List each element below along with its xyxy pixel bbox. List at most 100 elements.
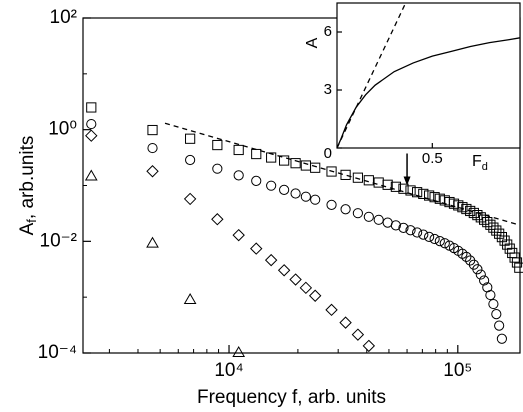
circle-marker — [290, 188, 301, 199]
circle-marker — [398, 222, 409, 234]
plot-frame — [336, 2, 521, 149]
diamond-marker — [183, 192, 197, 206]
diamond-marker — [351, 328, 365, 341]
diamond-marker — [362, 339, 376, 353]
diamond-marker — [299, 281, 313, 295]
circle-marker — [86, 118, 97, 130]
square-marker — [429, 192, 440, 203]
square-marker — [310, 162, 321, 173]
circle-marker — [326, 199, 337, 210]
arrow-head — [403, 176, 411, 186]
square-marker — [233, 144, 244, 156]
square-marker — [290, 158, 301, 169]
triangle-marker — [183, 292, 197, 304]
y-tick-label: 10⁰ — [48, 119, 77, 140]
x-tick-label: 0.5 — [422, 150, 443, 167]
square-marker — [412, 187, 423, 198]
inset-x-axis-label-subscript: d — [482, 161, 488, 173]
square-marker — [511, 257, 523, 268]
circle-marker — [266, 180, 277, 191]
square-marker — [390, 181, 401, 192]
square-marker — [488, 222, 499, 233]
square-marker — [266, 152, 277, 163]
circle-marker — [363, 211, 374, 222]
circle-marker — [233, 170, 244, 181]
inset-x-axis-label-main: F — [472, 153, 482, 170]
y-axis-label-main: A — [17, 222, 38, 235]
fit-line — [164, 122, 521, 226]
circle-marker — [412, 227, 423, 238]
circle-marker — [390, 220, 401, 231]
diamond-marker — [308, 289, 322, 302]
square-marker — [405, 185, 416, 196]
inset-y-axis-label: A — [304, 37, 321, 48]
square-marker — [212, 139, 223, 151]
inset-x-axis-label: Fd — [472, 153, 488, 173]
y-axis-label-subscript: f — [24, 219, 39, 223]
inset-line — [336, 37, 521, 149]
circle-marker — [352, 208, 363, 219]
x-axis-label: Frequency f, arb. units — [197, 387, 386, 408]
y-tick-label: 10⁻⁴ — [38, 342, 77, 363]
square-marker — [326, 166, 337, 177]
circle-marker — [475, 269, 486, 280]
square-marker — [461, 203, 472, 215]
circle-marker — [485, 289, 496, 301]
square-marker — [494, 228, 505, 239]
x-tick-label: 10⁴ — [214, 360, 243, 381]
square-marker — [485, 219, 496, 230]
square-marker — [279, 155, 290, 166]
square-marker — [352, 172, 363, 183]
circle-marker — [405, 225, 416, 236]
circle-marker — [479, 275, 490, 286]
circle-marker — [185, 154, 196, 166]
circle-marker — [439, 238, 450, 249]
circle-marker — [488, 298, 499, 310]
y-tick-label: 6 — [324, 23, 332, 40]
diamond-marker — [211, 213, 224, 226]
circle-marker — [494, 320, 505, 331]
square-marker — [457, 202, 468, 213]
circle-marker — [340, 204, 351, 215]
square-marker — [363, 175, 374, 186]
y-tick-label: 3 — [324, 81, 332, 98]
triangle-marker — [232, 346, 246, 358]
square-marker — [491, 225, 502, 236]
diamond-marker — [85, 129, 98, 142]
square-marker — [251, 148, 262, 160]
square-marker — [86, 102, 97, 113]
triangle-marker — [84, 169, 98, 181]
square-marker — [340, 169, 351, 180]
diamond-marker — [232, 228, 245, 242]
circle-marker — [300, 191, 311, 202]
y-tick-label: 0 — [324, 145, 332, 162]
diamond-marker — [264, 253, 278, 267]
square-marker — [418, 188, 429, 200]
square-marker — [185, 133, 196, 144]
diamond-marker — [277, 264, 291, 277]
y-axis-label-rest: , arb.units — [17, 136, 38, 219]
circle-marker — [496, 333, 508, 344]
circle-marker — [310, 194, 321, 205]
square-marker — [499, 235, 510, 246]
y-axis-label: Af, arb.units — [17, 136, 39, 236]
square-marker — [147, 124, 158, 136]
circle-marker — [424, 231, 435, 243]
square-marker — [398, 183, 409, 194]
diamond-marker — [250, 242, 263, 255]
x-tick-label: 10⁵ — [443, 360, 472, 381]
square-marker — [496, 232, 508, 243]
circle-marker — [429, 233, 440, 245]
circle-marker — [461, 251, 472, 263]
square-marker — [482, 217, 493, 228]
diamond-marker — [146, 165, 159, 178]
circle-marker — [472, 264, 483, 275]
y-tick-label: 10⁻² — [40, 230, 78, 251]
circle-marker — [418, 229, 429, 240]
circle-marker — [373, 214, 384, 225]
circle-marker — [434, 235, 445, 247]
circle-marker — [147, 142, 158, 154]
circle-marker — [279, 184, 290, 195]
